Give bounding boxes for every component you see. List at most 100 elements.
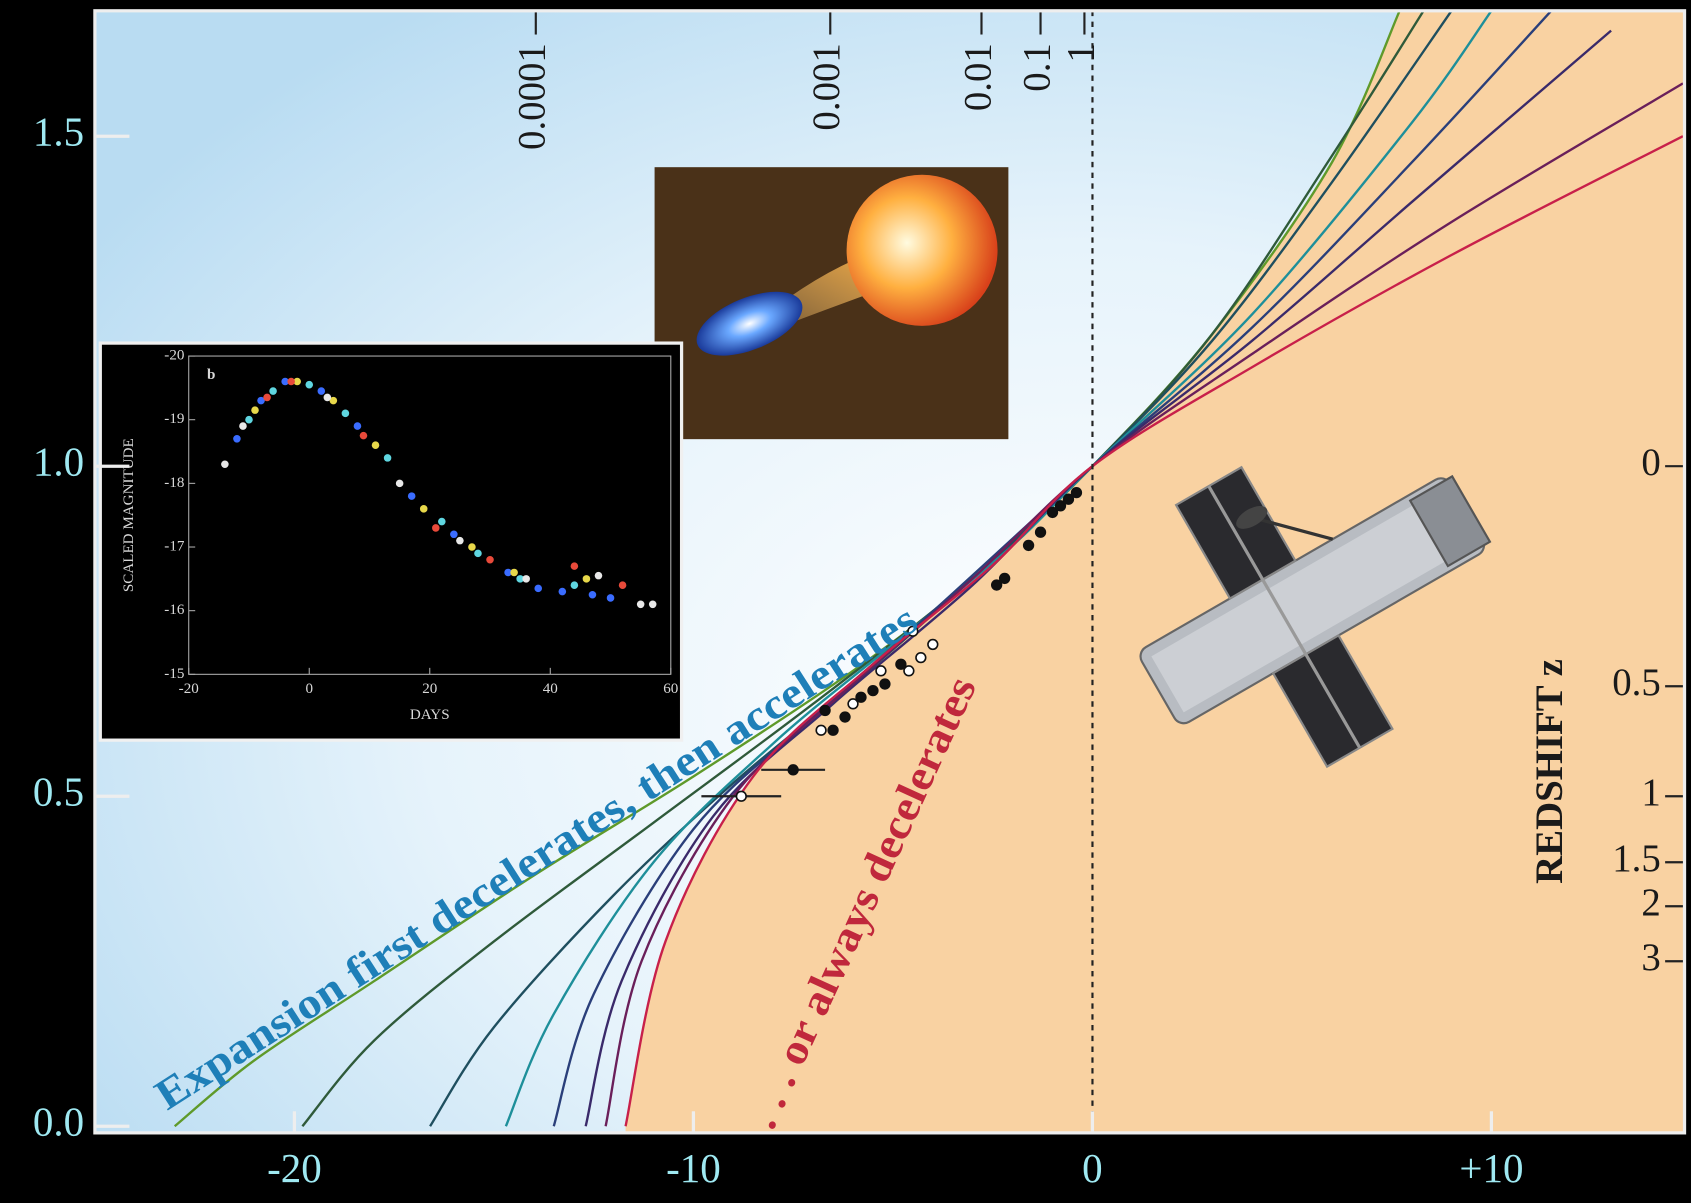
- light-curve-point: [317, 387, 326, 395]
- light-curve-point: [516, 575, 524, 583]
- supernova-point: [855, 691, 867, 703]
- x2-tick-label: 1: [1059, 43, 1102, 62]
- inset-x-tick-label: 0: [305, 681, 313, 697]
- light-curve-point: [558, 587, 567, 596]
- plot-frame: [93, 9, 1687, 1135]
- x2-tick-label: 0.01: [956, 43, 999, 111]
- light-curve-point: [504, 568, 512, 577]
- y2-tick-label: 0.5: [1612, 661, 1661, 704]
- light-curve-point: [251, 406, 259, 414]
- light-curve-point: [570, 562, 579, 570]
- y2-tick-label: 0: [1641, 441, 1660, 484]
- light-curve-point: [432, 524, 440, 532]
- region-layer: [625, 10, 1685, 1133]
- inset-y-tick-label: -17: [164, 538, 185, 554]
- light-curve-point: [486, 555, 494, 564]
- supernova-point: [1062, 493, 1075, 505]
- light-curve-point: [221, 460, 229, 469]
- x2-tick-label: 0.0001: [511, 43, 554, 150]
- light-curve-point: [293, 377, 301, 386]
- inset-y-tick-label: -15: [164, 666, 184, 682]
- x2-tick-label: 0.1: [1015, 43, 1058, 92]
- light-curve-point: [233, 435, 241, 443]
- inset-x-tick-label: 20: [422, 681, 437, 697]
- inset-x-tick-label: 40: [543, 681, 558, 697]
- curve-layer: [173, 10, 1684, 1128]
- supernova-point: [839, 711, 851, 723]
- supernova-point: [915, 651, 927, 664]
- supernova-point: [895, 658, 907, 670]
- supernova-point: [875, 665, 887, 677]
- supernova-point: [827, 724, 839, 736]
- light-curve-point: [594, 571, 603, 580]
- light-curve-point: [287, 377, 295, 386]
- supernova-point: [1070, 486, 1083, 499]
- light-curve-point: [522, 575, 530, 583]
- x-tick-label: 0: [1082, 1145, 1102, 1191]
- supernova-point: [1054, 500, 1067, 512]
- x2-tick-label: 0.001: [805, 43, 848, 130]
- light-curve-point: [618, 581, 627, 589]
- light-curve-point: [395, 479, 404, 488]
- light-curve-point: [510, 568, 518, 577]
- x-tick-label: +10: [1459, 1145, 1523, 1191]
- model-curve: [552, 10, 1553, 1127]
- model-curve: [173, 10, 1401, 1128]
- light-curve-point: [341, 409, 350, 418]
- light-curve-point: [450, 530, 458, 539]
- supernova-point: [735, 790, 747, 802]
- light-curve-point: [419, 505, 428, 513]
- supernova-point: [998, 572, 1011, 585]
- binary-star-image: [654, 167, 1009, 440]
- light-curve-point: [371, 441, 380, 449]
- y2-tick-label: 3: [1641, 936, 1660, 979]
- light-curve-point: [305, 380, 314, 389]
- light-curve-point: [636, 600, 645, 609]
- supernova-point: [1034, 526, 1047, 538]
- point-layer: [701, 486, 1083, 802]
- light-curve-point: [407, 492, 416, 500]
- inset-x-label: DAYS: [410, 707, 450, 723]
- supernova-point: [787, 764, 799, 776]
- inset-y-tick-label: -16: [164, 602, 185, 618]
- light-curve-point: [438, 517, 446, 526]
- supernova-point: [867, 684, 879, 697]
- y2-axis-label: REDSHIFT z: [1528, 659, 1571, 884]
- light-curve-point: [648, 600, 657, 609]
- supernova-point: [1046, 506, 1059, 519]
- light-curve-point: [456, 536, 464, 545]
- model-curve: [604, 82, 1684, 1127]
- light-curve-point: [269, 387, 277, 395]
- light-curve-point: [257, 396, 265, 405]
- y-tick-label: 1.0: [33, 439, 84, 485]
- inset-y-tick-label: -19: [164, 411, 184, 427]
- supernova-point: [903, 665, 915, 677]
- light-curve-point: [329, 396, 338, 405]
- x-tick-label: -20: [267, 1145, 322, 1191]
- y2-tick-label: 2: [1641, 881, 1660, 924]
- model-curve: [624, 135, 1684, 1127]
- x-tick-label: -10: [666, 1145, 721, 1191]
- inset-y-tick-label: -20: [164, 348, 184, 364]
- light-curve-point: [245, 415, 253, 424]
- decelerating-region: [625, 10, 1685, 1133]
- light-curve-point: [323, 393, 332, 402]
- y2-tick-label: 1: [1641, 771, 1660, 814]
- light-curve-point: [606, 594, 615, 602]
- light-curve-point: [582, 575, 591, 583]
- supernova-point: [927, 638, 939, 651]
- supernova-point: [907, 625, 919, 637]
- supernova-point: [815, 724, 827, 736]
- supernova-point: [879, 678, 891, 690]
- telescope-image: [1139, 465, 1492, 769]
- y-tick-label: 0.5: [33, 769, 84, 815]
- light-curve-point: [534, 584, 542, 593]
- light-curve-point: [281, 377, 289, 386]
- light-curve-point: [359, 431, 368, 440]
- light-curve-point: [474, 549, 482, 558]
- supernova-point: [847, 698, 859, 710]
- light-curve-point: [383, 454, 392, 462]
